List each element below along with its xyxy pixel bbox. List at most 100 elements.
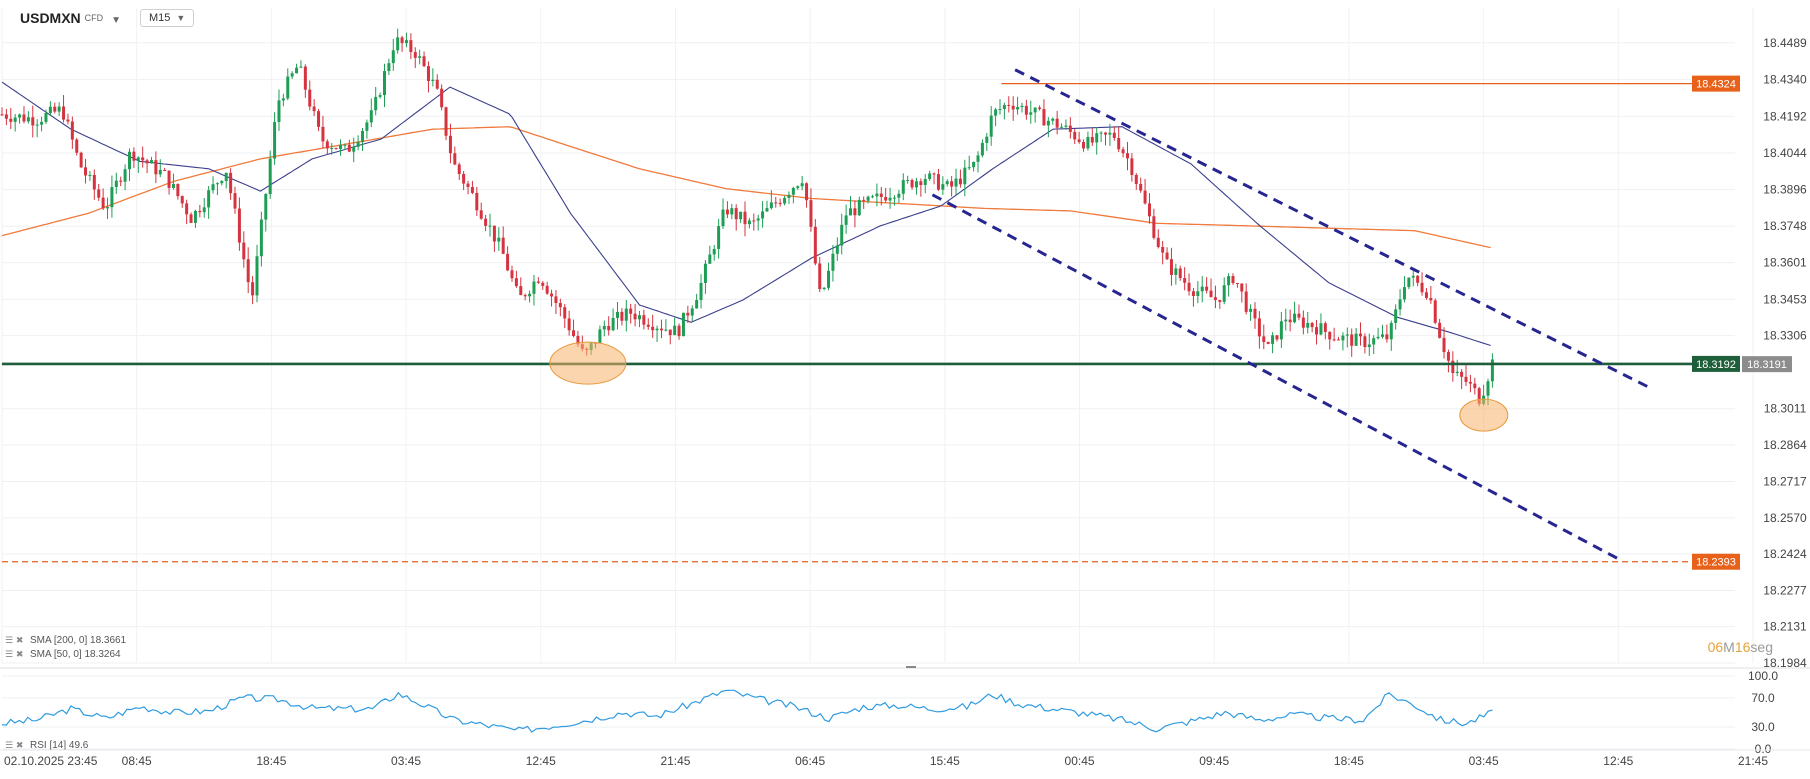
price-axis-tick: 18.2424 <box>1763 547 1807 561</box>
candle-body <box>1363 336 1367 348</box>
candle-body <box>1424 292 1428 299</box>
candle-body <box>870 196 874 198</box>
candle-body <box>884 197 888 201</box>
candle-body <box>1082 142 1086 149</box>
candle-body <box>1002 104 1006 110</box>
timeframe-selector[interactable]: M15 ▼ <box>140 9 195 27</box>
candle-body <box>317 111 321 127</box>
time-axis-label: 15:45 <box>930 754 960 768</box>
candle-body <box>1134 174 1138 184</box>
rsi-legend: RSI [14] 49.6 <box>30 740 89 751</box>
candle-body <box>1328 331 1332 340</box>
candle-body <box>431 79 435 81</box>
candle-body <box>1253 308 1257 319</box>
candle-body <box>686 312 690 316</box>
candle-body <box>53 106 57 112</box>
candle-body <box>1337 339 1341 341</box>
candle-body <box>13 117 17 122</box>
candle-body <box>1064 125 1068 127</box>
candle-body <box>1266 341 1270 344</box>
candle-body <box>1161 247 1165 253</box>
price-axis-tick: 18.3453 <box>1763 292 1807 306</box>
candle-body <box>347 144 351 152</box>
candle-body <box>664 329 668 331</box>
candle-body <box>541 282 545 286</box>
candle-body <box>1460 371 1464 377</box>
candle-body <box>303 66 307 90</box>
candle-body <box>976 155 980 162</box>
candle-body <box>1438 322 1442 338</box>
candle-body <box>334 148 338 150</box>
candle-body <box>497 237 501 242</box>
candle-body <box>563 307 567 319</box>
candle-body <box>101 197 105 209</box>
candle-body <box>989 115 993 137</box>
candle-body <box>1451 360 1455 373</box>
candle-body <box>1218 299 1222 302</box>
symbol-selector[interactable]: USDMXN CFD ▼ <box>20 10 121 26</box>
candle-body <box>1152 216 1156 238</box>
candle-body <box>1200 286 1204 292</box>
price-axis-tick: 18.3896 <box>1763 183 1807 197</box>
candle-body <box>1174 268 1178 275</box>
price-axis-tick: 18.4340 <box>1763 73 1807 87</box>
candle-body <box>1394 309 1398 323</box>
candle-body <box>1196 291 1200 297</box>
candle-body <box>88 174 92 176</box>
timeframe-dropdown-icon[interactable]: ▼ <box>176 13 186 23</box>
candle-body <box>1016 107 1020 110</box>
candle-body <box>382 71 386 96</box>
candle-body <box>1345 334 1349 336</box>
candle-body <box>418 56 422 58</box>
candle-body <box>1446 352 1450 361</box>
candle-body <box>980 142 984 156</box>
candle-body <box>220 180 224 184</box>
candle-body <box>1029 112 1033 115</box>
candle-body <box>202 207 206 213</box>
candle-body <box>743 211 747 225</box>
candle-body <box>312 106 316 112</box>
candle-body <box>176 183 180 197</box>
candle-body <box>114 180 118 188</box>
candle-body <box>185 203 189 215</box>
candle-body <box>853 208 857 216</box>
candle-body <box>1442 337 1446 353</box>
candle-body <box>1310 322 1314 328</box>
candle-body <box>1402 287 1406 300</box>
symbol-type: CFD <box>84 13 104 23</box>
candle-body <box>295 67 299 74</box>
candle-body <box>145 160 149 164</box>
candle-body <box>554 296 558 304</box>
indicator-controls-icon: ☰ ✖ <box>5 636 23 646</box>
level-tag-target <box>1692 553 1740 570</box>
candle-body <box>1288 319 1292 323</box>
candle-body <box>242 242 246 260</box>
candle-body <box>488 225 492 227</box>
candle-body <box>97 189 101 198</box>
price-axis-tick: 18.2131 <box>1763 620 1807 634</box>
candle-body <box>1398 299 1402 310</box>
candle-body <box>1315 327 1319 335</box>
candle-body <box>1275 335 1279 340</box>
rsi-axis-tick: 30.0 <box>1751 720 1775 734</box>
candle-body <box>958 178 962 185</box>
candle-body <box>1156 237 1160 248</box>
candle-body <box>396 37 400 51</box>
candle-body <box>1143 190 1147 204</box>
price-axis-tick: 18.2864 <box>1763 438 1807 452</box>
level-tag-support <box>1692 355 1740 372</box>
candle-body <box>1090 137 1094 143</box>
symbol-dropdown-icon[interactable]: ▼ <box>111 15 122 26</box>
candle-body <box>857 199 861 216</box>
candle-body <box>717 226 721 249</box>
candle-body <box>1139 183 1143 191</box>
indicator-legend-1: SMA [200, 0] 18.3661 <box>30 635 127 646</box>
candle-body <box>119 180 123 182</box>
candle-body <box>404 40 408 44</box>
candle-body <box>756 218 760 221</box>
candle-body <box>457 164 461 175</box>
candle-body <box>1213 297 1217 300</box>
candle-body <box>180 196 184 204</box>
candle-body <box>1306 322 1310 328</box>
